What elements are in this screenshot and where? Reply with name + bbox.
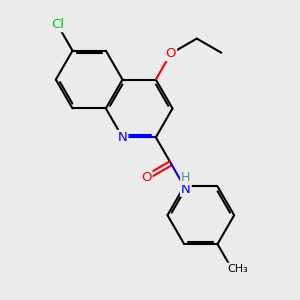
Text: O: O: [166, 47, 176, 60]
Text: N: N: [118, 131, 128, 144]
Text: N: N: [181, 183, 191, 196]
Text: Cl: Cl: [51, 18, 64, 31]
Text: CH₃: CH₃: [227, 264, 248, 274]
Text: O: O: [141, 171, 152, 184]
Text: H: H: [181, 171, 190, 184]
